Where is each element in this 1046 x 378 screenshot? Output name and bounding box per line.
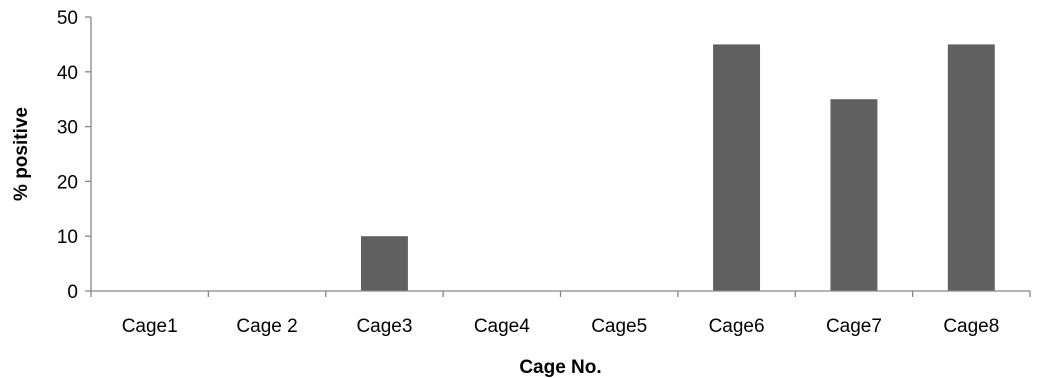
x-tick-label: Cage1 [122, 316, 178, 337]
bar [830, 99, 878, 291]
x-axis-title: Cage No. [519, 357, 601, 378]
y-axis-title: % positive [11, 107, 32, 201]
bar [713, 44, 761, 292]
x-tick-label: Cage6 [709, 316, 765, 337]
x-tick-label: Cage 2 [236, 316, 297, 337]
y-tick-label: 0 [67, 282, 78, 303]
x-tick-label: Cage8 [943, 316, 999, 337]
x-tick-label: Cage7 [826, 316, 882, 337]
x-tick-label: Cage4 [474, 316, 530, 337]
y-axis-ticks: 0 10 20 30 40 50 [57, 8, 91, 303]
bars [360, 44, 995, 292]
y-tick-label: 30 [57, 118, 78, 139]
y-tick-label: 50 [57, 8, 78, 29]
y-tick-label: 10 [57, 227, 78, 248]
bar [947, 44, 995, 292]
bar [360, 236, 408, 291]
x-axis-ticks: Cage1 Cage 2 Cage3 Cage4 Cage5 Cage6 Cage7 Cage… [90, 291, 1031, 337]
y-tick-label: 40 [57, 63, 78, 84]
x-tick-label: Cage5 [591, 316, 647, 337]
y-tick-label: 20 [57, 172, 78, 193]
x-tick-label: Cage3 [356, 316, 412, 337]
